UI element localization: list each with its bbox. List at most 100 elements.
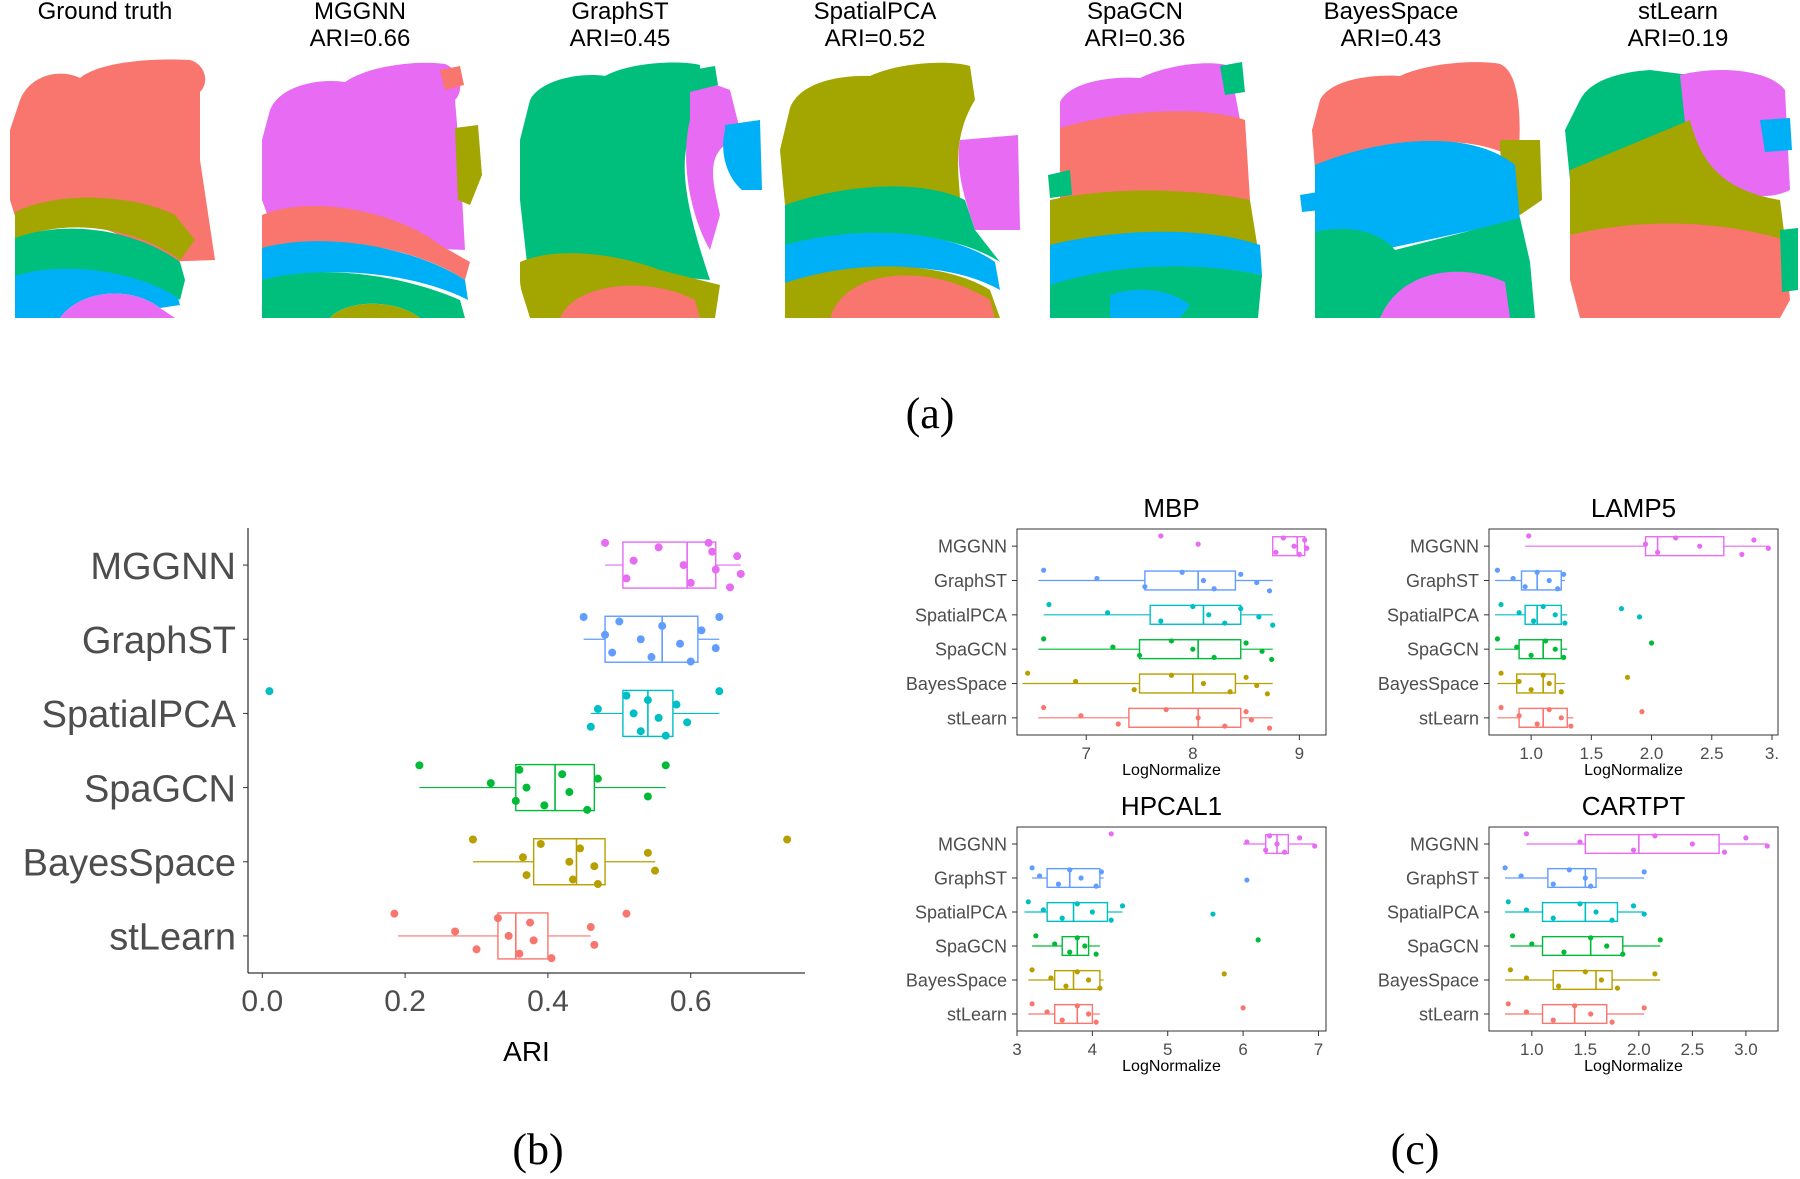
chart-title: LAMP5: [1591, 493, 1676, 523]
data-point: [1041, 567, 1047, 573]
data-point: [715, 687, 724, 696]
series-graphst: [1038, 567, 1273, 594]
data-point: [1254, 682, 1260, 689]
data-point: [1168, 672, 1175, 678]
data-point: [1530, 618, 1537, 624]
data-point: [697, 626, 706, 635]
data-point: [654, 713, 663, 722]
domain-region: [1220, 62, 1245, 95]
domain-region: [1300, 192, 1320, 212]
data-point: [1555, 586, 1561, 592]
data-point: [708, 547, 717, 556]
data-point: [1296, 551, 1302, 558]
category-label-spatialpca: SpatialPCA: [915, 902, 1007, 922]
data-point: [1528, 652, 1534, 658]
domain-region: [520, 62, 710, 290]
spatial-map-spatialpca: [780, 62, 1020, 318]
data-point: [1227, 689, 1233, 695]
data-point: [1697, 543, 1703, 549]
data-point: [1243, 674, 1249, 680]
data-point: [390, 909, 399, 918]
data-point: [1200, 680, 1207, 687]
spatial-map-spagcn: [1048, 62, 1262, 318]
data-point: [726, 583, 735, 592]
data-point: [1259, 648, 1265, 654]
data-point: [1562, 620, 1568, 626]
data-point: [568, 875, 577, 884]
data-point: [1142, 584, 1148, 590]
iqr-box: [1138, 673, 1237, 694]
data-point: [415, 761, 424, 770]
domain-region: [15, 268, 180, 318]
data-point: [1190, 646, 1196, 652]
map-ari-stlearn: ARI=0.19: [1628, 25, 1729, 52]
category-label-graphst: GraphST: [934, 868, 1007, 888]
data-point: [1179, 569, 1185, 575]
data-point: [654, 543, 663, 552]
data-point: [1582, 875, 1588, 881]
data-point: [1505, 1001, 1511, 1007]
series-mggnn: [1158, 533, 1310, 558]
data-point: [1243, 640, 1249, 646]
data-point: [1115, 721, 1121, 727]
data-point: [1093, 883, 1099, 889]
map-title-spagcn: SpaGCN: [1087, 0, 1183, 25]
cartpt-boxplot-chart: CARTPT 1.0 1.5 2.0 2.5 3.0 LogNormalize MGGNN Gr…: [1378, 791, 1779, 1075]
map-ari-mggnn: ARI=0.66: [310, 25, 411, 52]
data-point: [1108, 831, 1114, 837]
data-point: [1641, 869, 1647, 875]
data-point: [1566, 867, 1572, 873]
map-title-stlearn: stLearn: [1638, 0, 1718, 25]
domain-region: [723, 120, 762, 190]
data-point: [661, 761, 670, 770]
data-point: [1131, 687, 1137, 693]
category-label-stlearn: stLearn: [1419, 1004, 1479, 1024]
map-title-ground-truth: Ground truth: [38, 0, 173, 25]
data-point: [1522, 584, 1528, 590]
data-point: [1025, 670, 1031, 676]
data-point: [1505, 899, 1511, 905]
category-label-bayesspace: BayesSpace: [23, 842, 236, 884]
data-point: [783, 835, 792, 844]
data-point: [522, 871, 531, 880]
data-point: [1033, 933, 1039, 939]
domain-region: [1110, 289, 1190, 318]
data-point: [1074, 1003, 1080, 1009]
data-point: [1534, 569, 1540, 575]
data-point: [1552, 646, 1558, 652]
data-point: [711, 565, 720, 574]
category-label-spatialpca: SpatialPCA: [1387, 605, 1479, 625]
data-point: [1244, 839, 1250, 845]
data-point: [1588, 935, 1594, 941]
series-spatialpca: [265, 687, 724, 740]
series-spagcn: [1494, 636, 1655, 661]
data-point: [1200, 577, 1207, 584]
category-label-mggnn: MGGNN: [1410, 834, 1479, 854]
data-point: [1266, 588, 1273, 594]
data-point: [1041, 636, 1047, 642]
domain-region: [262, 206, 470, 280]
data-point: [590, 862, 599, 871]
iqr-box: [1520, 570, 1562, 591]
category-label-graphst: GraphST: [1406, 868, 1479, 888]
domain-region: [262, 272, 465, 318]
data-point: [1529, 941, 1535, 947]
data-point: [636, 727, 645, 736]
data-point: [1029, 967, 1035, 973]
data-point: [601, 630, 610, 639]
data-point: [1588, 1011, 1594, 1017]
panel-label-c: (c): [1391, 1125, 1440, 1174]
category-label-stlearn: stLearn: [947, 1004, 1007, 1024]
data-point: [1304, 545, 1310, 551]
data-point: [1550, 915, 1556, 921]
domain-region: [262, 62, 465, 251]
map-ari-spagcn: ARI=0.36: [1085, 25, 1186, 52]
data-point: [1689, 841, 1695, 847]
category-label-mggnn: MGGNN: [938, 834, 1007, 854]
data-point: [1743, 835, 1749, 841]
category-label-mggnn: MGGNN: [90, 546, 236, 588]
series-bayesspace: [1028, 967, 1227, 991]
iqr-box: [622, 541, 717, 589]
data-point: [1598, 977, 1604, 983]
